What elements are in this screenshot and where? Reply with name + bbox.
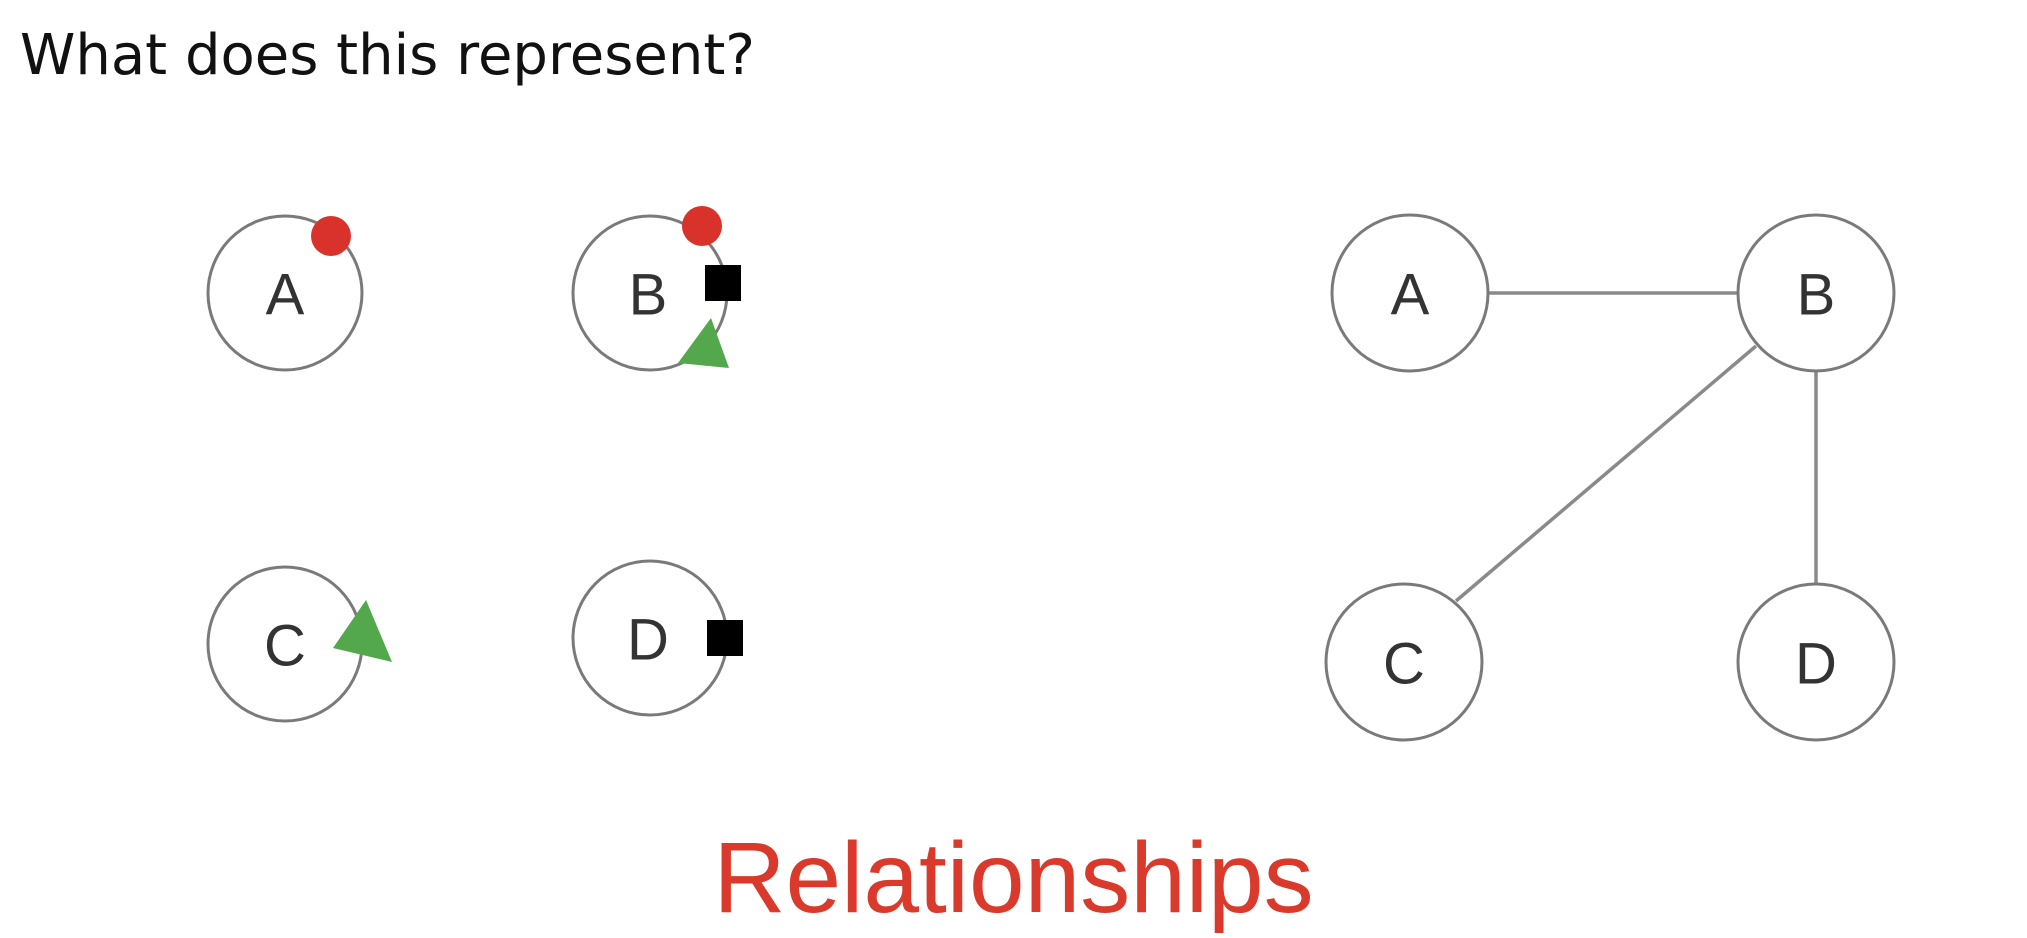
right-node-c: C [1324,582,1484,742]
node-label: A [266,263,305,328]
node-label: C [264,614,306,679]
node-label: D [627,608,669,673]
right-panel: A B C D [1324,213,1896,742]
black-square-marker [707,620,743,656]
left-node-c: C [206,565,392,723]
node-circle [1330,213,1490,373]
green-triangle-marker [678,318,729,368]
node-circle [1324,582,1484,742]
answer-caption: Relationships [713,822,1314,934]
node-label: D [1795,632,1837,697]
black-square-marker [705,265,741,301]
edge-b-c [1454,344,1758,603]
right-node-d: D [1736,582,1896,742]
node-label: B [1797,263,1836,328]
right-node-a: A [1330,213,1490,373]
left-node-a: A [206,214,364,372]
node-circle [1736,582,1896,742]
question-heading: What does this represent? [20,23,755,88]
node-label: B [629,263,668,328]
node-label: C [1383,632,1425,697]
right-node-b: B [1736,213,1896,373]
left-panel: A B C D [206,206,743,723]
node-label: A [1391,263,1430,328]
left-node-b: B [571,206,741,372]
red-dot-marker [311,216,351,256]
node-circle [1736,213,1896,373]
green-triangle-marker [333,600,392,662]
red-dot-marker [682,206,722,246]
left-node-d: D [571,559,743,717]
